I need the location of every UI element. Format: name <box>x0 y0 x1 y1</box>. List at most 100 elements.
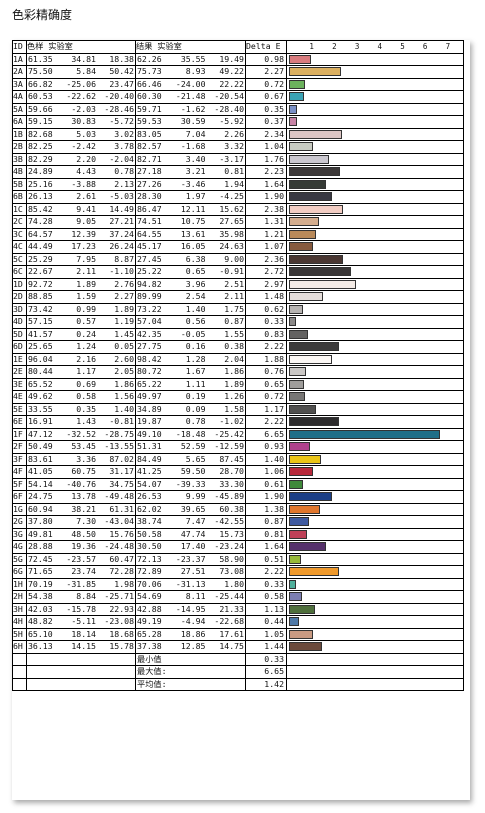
sample-lab-cell: 24.75 13.78 -49.48 <box>26 490 136 504</box>
delta-e-cell: 0.83 <box>245 327 287 341</box>
patch-id-cell: 3D <box>12 302 27 316</box>
lab-b-value: -23.24 <box>214 541 244 552</box>
lab-l-value: 41.57 <box>28 328 53 339</box>
patch-id-cell: 4B <box>12 165 27 179</box>
sample-lab-cell: 47.12 -32.52 -28.75 <box>26 427 136 441</box>
lab-b-value: 24.63 <box>219 241 244 252</box>
lab-b-value: -45.89 <box>214 491 244 502</box>
lab-a-value: 3.96 <box>185 278 206 289</box>
lab-b-value: 1.86 <box>224 366 244 377</box>
result-lab-cell: 83.05 7.04 2.26 <box>135 127 246 141</box>
delta-bar-cell <box>286 327 464 341</box>
lab-a-value: 23.74 <box>71 566 96 577</box>
delta-e-bar <box>289 554 301 564</box>
lab-l-value: 34.89 <box>137 403 162 414</box>
lab-l-value: 66.46 <box>137 78 162 89</box>
lab-b-value: -49.48 <box>104 491 134 502</box>
lab-a-value: -2.03 <box>71 103 96 114</box>
lab-b-value: 2.04 <box>224 353 244 364</box>
table-row: 3E 65.52 0.69 1.86 65.22 1.11 1.89 0.65 <box>12 377 464 391</box>
sample-lab-cell: 16.91 1.43 -0.81 <box>26 415 136 429</box>
delta-e-bar <box>289 217 319 226</box>
delta-e-cell: 2.23 <box>245 165 287 179</box>
table-row: 2F 50.49 53.45 -13.55 51.31 52.59 -12.59 0.93 <box>12 440 464 454</box>
lab-l-value: 60.53 <box>28 91 53 102</box>
delta-e-bar <box>289 392 306 401</box>
delta-bar-cell <box>286 265 464 279</box>
lab-l-value: 86.47 <box>137 203 162 214</box>
lab-b-value: 72.28 <box>109 566 134 577</box>
sample-lab-cell: 64.57 12.39 37.24 <box>26 227 136 241</box>
summary-label: 最小值 <box>135 652 246 666</box>
delta-e-bar <box>289 629 313 639</box>
patch-id-cell: 5G <box>12 552 27 566</box>
delta-e-cell: 0.76 <box>245 365 287 379</box>
delta-e-cell: 1.07 <box>245 240 287 254</box>
delta-e-cell: 0.81 <box>245 527 287 541</box>
delta-e-cell: 2.27 <box>245 65 287 79</box>
lab-b-value: -23.08 <box>104 616 134 627</box>
sample-lab-cell: 57.15 0.57 1.19 <box>26 315 136 329</box>
delta-bar-cell <box>286 440 464 454</box>
sample-lab-cell: 88.85 1.59 2.27 <box>26 290 136 304</box>
delta-e-bar <box>289 92 305 101</box>
lab-a-value: 3.21 <box>185 166 206 177</box>
lab-l-value: 30.50 <box>137 541 162 552</box>
result-lab-cell: 49.10 -18.48 -25.42 <box>135 427 246 441</box>
delta-bar-cell <box>286 527 464 541</box>
delta-e-bar <box>289 479 303 489</box>
lab-l-value: 64.55 <box>137 228 162 239</box>
patch-id-cell: 6F <box>12 490 27 504</box>
lab-l-value: 49.97 <box>137 391 162 402</box>
lab-b-value: 27.21 <box>109 216 134 227</box>
lab-b-value: 37.24 <box>109 228 134 239</box>
delta-bar-cell <box>286 165 464 179</box>
lab-l-value: 62.26 <box>137 53 162 64</box>
patch-id-cell: 2D <box>12 290 27 304</box>
lab-l-value: 61.35 <box>28 53 53 64</box>
empty-cell <box>286 677 464 691</box>
sample-lab-cell: 85.42 9.41 14.49 <box>26 202 136 216</box>
lab-l-value: 54.14 <box>28 478 53 489</box>
delta-e-bar <box>289 117 298 126</box>
delta-e-bar <box>289 592 303 601</box>
lab-b-value: 0.78 <box>114 166 134 177</box>
lab-b-value: 73.08 <box>219 566 244 577</box>
delta-e-bar <box>289 467 314 476</box>
delta-e-bar <box>289 492 333 501</box>
delta-bar-cell <box>286 140 464 154</box>
lab-a-value: 8.84 <box>76 591 96 602</box>
lab-l-value: 49.62 <box>28 391 53 402</box>
lab-a-value: 0.58 <box>76 391 96 402</box>
lab-l-value: 60.94 <box>28 503 53 514</box>
delta-e-bar <box>289 292 323 301</box>
patch-id-cell: 5D <box>12 327 27 341</box>
delta-e-bar <box>289 167 340 176</box>
lab-a-value: 5.65 <box>185 453 206 464</box>
delta-e-bar <box>289 192 333 201</box>
delta-bar-cell <box>286 477 464 491</box>
sample-lab-cell: 74.28 9.05 27.21 <box>26 215 136 229</box>
lab-a-value: 1.28 <box>185 353 206 364</box>
lab-a-value: -32.52 <box>66 428 96 439</box>
lab-a-value: 47.74 <box>180 528 206 539</box>
lab-b-value: 15.73 <box>219 528 244 539</box>
lab-l-value: 24.89 <box>28 166 53 177</box>
lab-l-value: 82.29 <box>28 153 53 164</box>
result-lab-cell: 98.42 1.28 2.04 <box>135 352 246 366</box>
result-lab-cell: 70.06 -31.13 1.80 <box>135 577 246 591</box>
lab-b-value: -1.02 <box>219 416 244 427</box>
summary-value: 0.33 <box>245 652 287 666</box>
lab-a-value: 1.17 <box>76 366 96 377</box>
patch-id-cell: 6C <box>12 265 27 279</box>
lab-a-value: -5.11 <box>71 616 96 627</box>
delta-bar-cell <box>286 415 464 429</box>
lab-l-value: 41.25 <box>137 466 162 477</box>
delta-e-bar <box>289 54 312 64</box>
lab-l-value: 50.58 <box>137 528 162 539</box>
patch-id-cell: 6D <box>12 340 27 354</box>
sample-lab-cell: 60.53 -22.62 -20.40 <box>26 90 136 104</box>
lab-l-value: 82.25 <box>28 141 53 152</box>
lab-b-value: 49.22 <box>219 66 244 77</box>
sample-lab-cell: 42.03 -15.78 22.93 <box>26 602 136 616</box>
